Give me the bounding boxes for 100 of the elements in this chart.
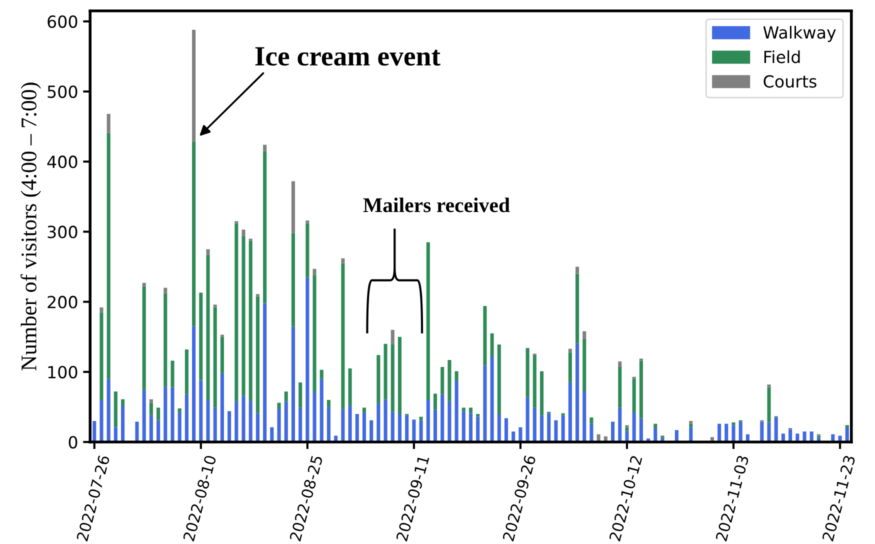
bar [135, 422, 139, 442]
bar [312, 275, 316, 392]
bar [767, 384, 771, 388]
bar [142, 390, 146, 442]
bar [732, 425, 736, 442]
bar [448, 360, 452, 402]
bar [178, 412, 182, 442]
bar [476, 414, 480, 417]
bar [100, 307, 104, 312]
bar [561, 415, 565, 442]
bar [575, 343, 580, 442]
y-axis-title: Number of visitors (4:00 – 7:00) [20, 82, 41, 371]
bar [497, 414, 501, 442]
bar [326, 406, 330, 442]
bar [483, 306, 487, 366]
bar [376, 355, 380, 404]
bar [483, 366, 487, 442]
bar [426, 400, 430, 442]
bar [206, 249, 210, 255]
bar [568, 352, 572, 382]
bar [100, 312, 104, 400]
bar [767, 422, 771, 442]
bar [291, 326, 295, 442]
bar [760, 422, 764, 442]
bar [256, 413, 260, 442]
annotation: Mailers received [363, 198, 510, 212]
bar [419, 416, 423, 420]
bar [263, 144, 267, 152]
bar [228, 411, 232, 442]
bar [362, 412, 366, 442]
bar [554, 420, 558, 442]
bar [802, 431, 806, 442]
bar [149, 414, 153, 442]
bar [355, 414, 359, 442]
bar [454, 381, 458, 442]
bar [419, 420, 423, 442]
bar [184, 394, 188, 442]
bar [348, 368, 352, 406]
bar [199, 380, 203, 442]
bar [370, 420, 374, 442]
bar [121, 406, 125, 442]
bar [106, 132, 110, 379]
bar [774, 417, 778, 442]
bar [639, 418, 643, 442]
annotation: Ice cream event [255, 47, 440, 66]
bar [277, 402, 281, 410]
bar [582, 331, 586, 339]
bar [398, 336, 402, 414]
bar [213, 307, 217, 408]
bar [390, 344, 394, 412]
bar [178, 408, 182, 413]
bar [632, 412, 636, 442]
bar [142, 286, 146, 390]
bar [497, 344, 501, 414]
bar [384, 399, 388, 442]
bar [184, 349, 188, 394]
bar [242, 396, 246, 442]
bar [398, 414, 402, 442]
bar [526, 397, 530, 442]
bar [192, 326, 196, 442]
bar [263, 303, 267, 442]
bar [298, 382, 302, 408]
bar [582, 338, 586, 392]
bar [320, 370, 324, 379]
y-tick-label: 0 [68, 436, 78, 449]
bar [234, 223, 238, 402]
bar [611, 422, 615, 442]
bar [263, 151, 267, 304]
bar [220, 336, 224, 374]
bar [341, 409, 345, 442]
bar [199, 292, 203, 380]
bar [213, 304, 217, 308]
bar [164, 293, 168, 387]
bar [590, 417, 594, 424]
bar [164, 288, 168, 294]
bar [454, 371, 458, 382]
bar [433, 410, 438, 442]
bar [341, 263, 345, 410]
bar [526, 348, 530, 398]
bar [149, 402, 153, 415]
bar [540, 371, 544, 416]
y-tick-label: 200 [48, 296, 78, 308]
bar [618, 366, 622, 408]
bar [582, 392, 586, 442]
bar [384, 344, 388, 400]
legend-label: Field [764, 50, 800, 64]
bar [568, 382, 572, 442]
bar [618, 408, 622, 442]
bar [291, 181, 295, 234]
bar [348, 406, 352, 442]
bar [106, 378, 110, 442]
y-tick-label: 600 [48, 15, 78, 28]
bar [306, 223, 310, 278]
bar [426, 242, 430, 400]
bar [618, 361, 622, 367]
y-tick-label: 500 [48, 85, 78, 98]
bar [284, 392, 288, 402]
bar [142, 282, 146, 286]
bar [547, 413, 551, 442]
bar [234, 401, 238, 442]
